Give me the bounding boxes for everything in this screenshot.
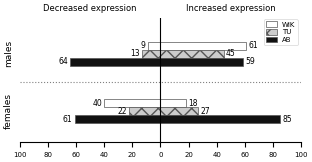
Bar <box>104 99 160 107</box>
Bar <box>160 115 280 123</box>
Text: 64: 64 <box>59 57 68 66</box>
Bar <box>71 58 160 65</box>
Bar <box>142 50 160 58</box>
Text: 18: 18 <box>188 99 197 108</box>
Text: Decreased expression: Decreased expression <box>43 4 137 13</box>
Bar <box>129 107 160 115</box>
Text: 27: 27 <box>201 107 210 116</box>
Bar <box>160 107 198 115</box>
Legend: WIK, TU, AB: WIK, TU, AB <box>264 19 298 45</box>
Bar <box>148 42 160 50</box>
Text: 59: 59 <box>246 57 255 66</box>
Text: 61: 61 <box>248 41 258 50</box>
Bar <box>160 99 186 107</box>
Text: 45: 45 <box>226 49 236 58</box>
Text: 9: 9 <box>141 41 146 50</box>
Text: 13: 13 <box>130 49 140 58</box>
Text: 40: 40 <box>92 99 102 108</box>
Bar <box>160 50 224 58</box>
Text: 61: 61 <box>63 115 72 124</box>
Text: Increased expression: Increased expression <box>186 4 275 13</box>
Text: 22: 22 <box>118 107 127 116</box>
Bar <box>75 115 160 123</box>
Bar <box>160 58 243 65</box>
Bar <box>160 42 246 50</box>
Text: 85: 85 <box>282 115 292 124</box>
